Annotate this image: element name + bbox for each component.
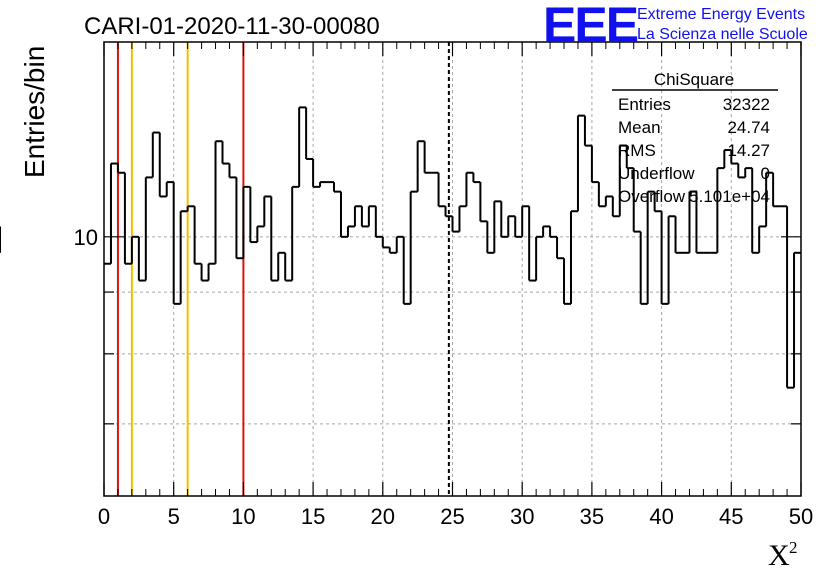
eee-logo: EEE Extreme Energy Events La Scienza nel… (543, 0, 808, 53)
stats-box: ChiSquare Entries 32322 Mean 24.74 RMS 1… (612, 70, 778, 206)
x-axis-title: X (768, 539, 790, 572)
reference-lines (116, 42, 450, 496)
x-tick-label: 5 (168, 504, 180, 529)
x-tick-label: 45 (719, 504, 743, 529)
x-tick-label: 35 (580, 504, 604, 529)
stats-entries-label: Entries (618, 95, 671, 114)
stats-rms-label: RMS (618, 141, 656, 160)
stats-underflow-value: 0 (761, 164, 770, 183)
stats-mean-value: 24.74 (727, 118, 770, 137)
stats-mean-label: Mean (618, 118, 661, 137)
x-tick-label: 50 (789, 504, 813, 529)
stats-underflow-label: Underflow (618, 164, 695, 183)
stats-box-name: ChiSquare (654, 70, 734, 89)
stats-entries-value: 32322 (723, 95, 770, 114)
x-tick-label: 10 (231, 504, 255, 529)
x-tick-label: 25 (440, 504, 464, 529)
grid-layer (104, 42, 801, 496)
histogram-bars (0, 106, 801, 389)
x-tick-label: 0 (98, 504, 110, 529)
logo-line-2: La Scienza nelle Scuole (637, 26, 808, 43)
x-tick-label: 40 (649, 504, 673, 529)
x-tick-label: 30 (510, 504, 534, 529)
y-axis-title: Entries/bin (19, 46, 50, 178)
x-tick-label: 20 (371, 504, 395, 529)
stats-overflow-label: Overflow (618, 187, 686, 206)
x-axis-title-superscript: 2 (789, 538, 798, 557)
y-tick-label: 10 (74, 225, 98, 250)
x-tick-label: 15 (301, 504, 325, 529)
logo-line-1: Extreme Energy Events (637, 6, 805, 23)
chart-title: CARI-01-2020-11-30-00080 (84, 13, 380, 40)
stats-rms-value: 14.27 (727, 141, 770, 160)
axes: 0 5 10 15 20 25 30 35 40 45 50 10 (74, 41, 813, 529)
stats-overflow-value: 5.101e+04 (689, 187, 770, 206)
logo-letters: EEE (543, 0, 638, 53)
